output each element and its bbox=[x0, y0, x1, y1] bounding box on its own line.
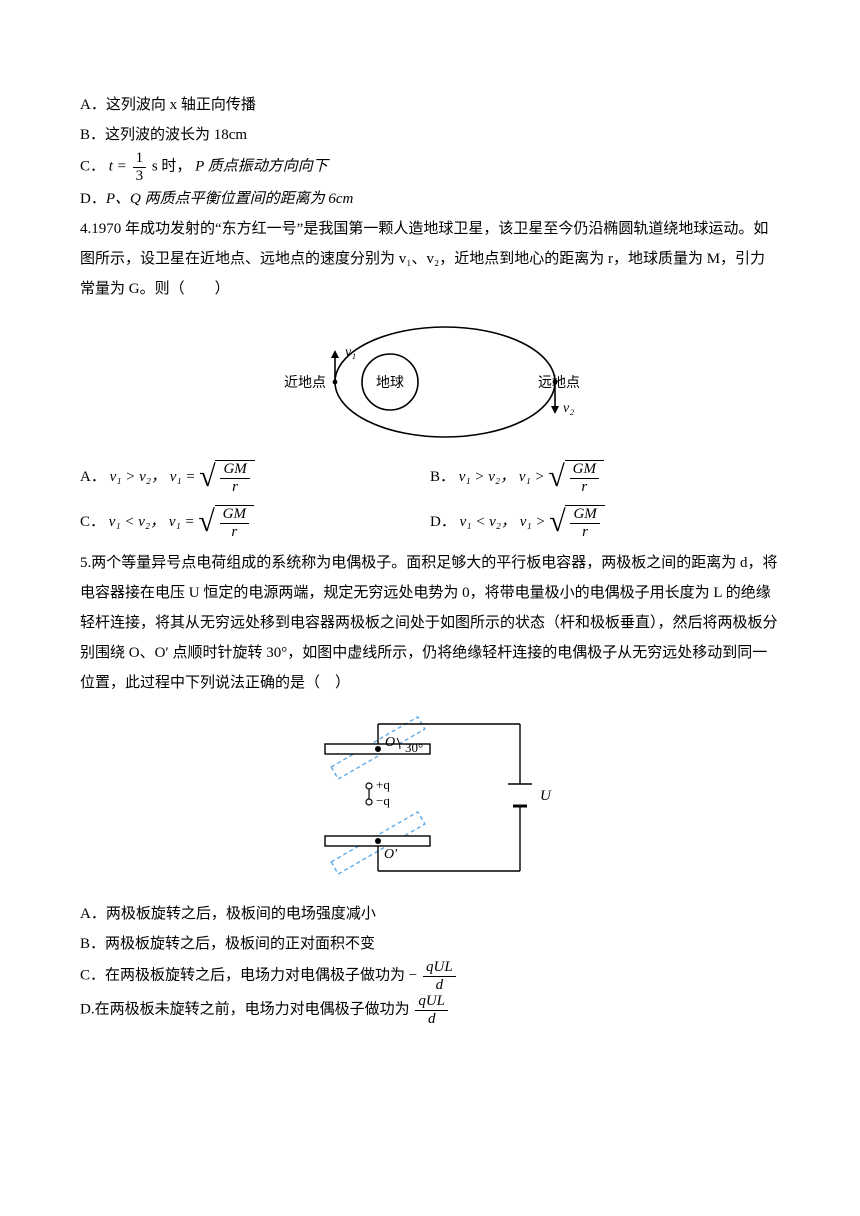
d: d bbox=[415, 1011, 448, 1028]
option-a: A．这列波向 x 轴正向传播 bbox=[80, 90, 780, 120]
fig1-earth-label: 地球 bbox=[376, 375, 404, 391]
gm: GM bbox=[220, 461, 249, 479]
option-c-unit: s 时， bbox=[152, 158, 192, 174]
d: d bbox=[423, 977, 456, 994]
fig2-Oprime: O′ bbox=[384, 847, 398, 862]
fig2-pq: +q bbox=[376, 777, 390, 792]
q4c-rel: v₁ < v₂， bbox=[109, 514, 165, 530]
r: r bbox=[570, 524, 599, 541]
q4c-label: C． bbox=[80, 514, 105, 530]
fig2-U: U bbox=[540, 788, 552, 804]
option-c-rest: P 质点振动方向向下 bbox=[195, 158, 328, 174]
option-c-t: t = bbox=[109, 158, 127, 174]
gm: GM bbox=[570, 461, 599, 479]
option-b: B．这列波的波长为 18cm bbox=[80, 120, 780, 150]
option-c-prefix: C． bbox=[80, 158, 105, 174]
q4d-v1: v₁ > bbox=[520, 514, 546, 530]
q4b-label: B． bbox=[430, 469, 455, 485]
q5c-sign: − bbox=[409, 967, 417, 983]
q5d-prefix: D.在两极板未旋转之前，电场力对电偶极子做功为 bbox=[80, 1001, 410, 1017]
r: r bbox=[220, 479, 249, 496]
q5-option-b: B．两极板旋转之后，极板间的正对面积不变 bbox=[80, 929, 780, 959]
q4a-v1: v₁ = bbox=[170, 469, 196, 485]
fig1-v1-label: v₁ bbox=[345, 345, 356, 360]
fig2-O: O bbox=[385, 735, 395, 750]
frac-den: 3 bbox=[133, 168, 147, 185]
q4b-v1: v₁ > bbox=[519, 469, 545, 485]
q5d-frac: qUL d bbox=[415, 993, 448, 1027]
q5-text: 5.两个等量异号点电荷组成的系统称为电偶极子。面积足够大的平行板电容器，两极板之… bbox=[80, 548, 780, 698]
q4-options: A． v₁ > v₂， v₁ = √ GMr B． v₁ > v₂， v₁ > … bbox=[80, 460, 780, 540]
q4-option-c: C． v₁ < v₂， v₁ = √ GMr bbox=[80, 505, 430, 540]
q5c-prefix: C．在两极板旋转之后，电场力对电偶极子做功为 bbox=[80, 967, 405, 983]
option-d: D．P、Q 两质点平衡位置间的距离为 6cm bbox=[80, 184, 780, 214]
gm: GM bbox=[220, 506, 249, 524]
q4a-label: A． bbox=[80, 469, 106, 485]
q5c-frac: qUL d bbox=[423, 959, 456, 993]
q4d-label: D． bbox=[430, 514, 456, 530]
q4-figure: 地球 近地点 远地点 v₁ v₂ bbox=[80, 312, 780, 452]
option-c: C． t = 1 3 s 时， P 质点振动方向向下 bbox=[80, 150, 780, 184]
q4-option-a: A． v₁ > v₂， v₁ = √ GMr bbox=[80, 460, 430, 495]
q4-text: 4.1970 年成功发射的“东方红一号”是我国第一颗人造地球卫星，该卫星至今仍沿… bbox=[80, 214, 780, 304]
q5-figure: O O′ 30° +q −q U bbox=[80, 706, 780, 891]
q5-option-a: A．两极板旋转之后，极板间的电场强度减小 bbox=[80, 899, 780, 929]
sqrt-icon: √ GMr bbox=[549, 505, 605, 540]
q4-option-b: B． v₁ > v₂， v₁ > √ GMr bbox=[430, 460, 780, 495]
gm: GM bbox=[570, 506, 599, 524]
fig2-nq: −q bbox=[376, 793, 390, 808]
fig1-near-label: 近地点 bbox=[284, 375, 326, 391]
q5-option-c: C．在两极板旋转之后，电场力对电偶极子做功为 − qUL d bbox=[80, 959, 780, 993]
qul: qUL bbox=[423, 959, 456, 977]
sqrt-icon: √ GMr bbox=[199, 460, 255, 495]
q4d-rel: v₁ < v₂， bbox=[460, 514, 516, 530]
option-d-text: P、Q 两质点平衡位置间的距离为 6cm bbox=[106, 191, 354, 207]
sqrt-icon: √ GMr bbox=[198, 505, 254, 540]
r: r bbox=[570, 479, 599, 496]
q4c-v1: v₁ = bbox=[169, 514, 195, 530]
fig2-30: 30° bbox=[405, 740, 423, 755]
q4b-rel: v₁ > v₂， bbox=[459, 469, 515, 485]
frac-num: 1 bbox=[133, 150, 147, 168]
r: r bbox=[220, 524, 249, 541]
sqrt-icon: √ GMr bbox=[548, 460, 604, 495]
option-a-text: 这列波向 x 轴正向传播 bbox=[106, 97, 256, 113]
q4-option-d: D． v₁ < v₂， v₁ > √ GMr bbox=[430, 505, 780, 540]
q4a-rel: v₁ > v₂， bbox=[110, 469, 166, 485]
q5-option-d: D.在两极板未旋转之前，电场力对电偶极子做功为 qUL d bbox=[80, 993, 780, 1027]
fig1-far-label: 远地点 bbox=[538, 375, 580, 391]
fig1-v2-label: v₂ bbox=[563, 401, 574, 416]
option-b-text: 这列波的波长为 18cm bbox=[105, 127, 247, 143]
option-c-frac: 1 3 bbox=[133, 150, 147, 184]
qul: qUL bbox=[415, 993, 448, 1011]
